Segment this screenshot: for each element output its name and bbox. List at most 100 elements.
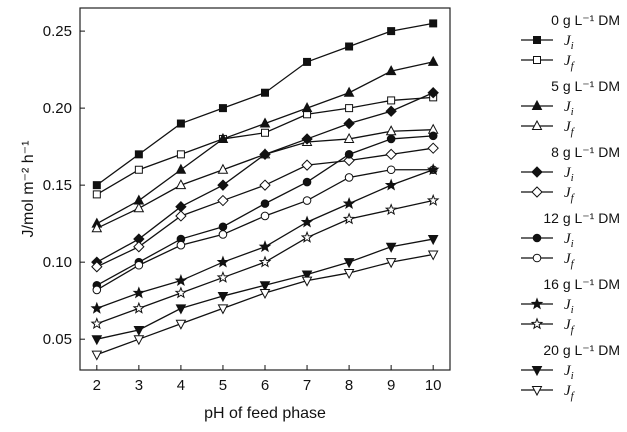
- data-point-2-ji: [175, 163, 187, 174]
- data-point-6-ji: [133, 325, 145, 337]
- x-tick-label: 7: [303, 377, 311, 394]
- data-point-4-ji: [302, 177, 312, 187]
- data-point-3-ji: [301, 133, 313, 145]
- legend-item-3-jf: Jf: [521, 185, 576, 204]
- data-point-4-jf: [176, 240, 186, 250]
- y-tick-label: 0.10: [43, 254, 72, 271]
- data-point-6-ji: [175, 304, 187, 315]
- data-point-5-jf: [90, 317, 104, 330]
- series-group-3-ji: [91, 87, 439, 268]
- data-point-6-ji: [91, 335, 103, 346]
- data-point-4-ji: [218, 222, 228, 232]
- legend-marker: [533, 56, 541, 64]
- legend-series-label: Ji: [564, 231, 574, 250]
- data-point-6-jf: [91, 350, 103, 361]
- data-point-1-jf: [345, 104, 354, 113]
- data-point-3-ji: [343, 117, 355, 130]
- legend-item-4-ji: Ji: [521, 231, 574, 250]
- data-point-5-ji: [132, 286, 146, 299]
- data-point-1-jf: [134, 165, 143, 174]
- data-point-3-ji: [427, 87, 439, 99]
- legend-group-label: 5 g L⁻¹ DM: [551, 78, 620, 94]
- series-group-3-jf: [91, 142, 439, 273]
- series-line-1-ji: [96, 22, 434, 186]
- data-point-6-ji: [343, 258, 355, 269]
- data-point-2-ji: [259, 117, 271, 128]
- legend-series-label: Jf: [564, 53, 576, 72]
- legend-group-label: 20 g L⁻¹ DM: [543, 342, 620, 358]
- x-tick-label: 4: [177, 377, 185, 394]
- legend-item-3-ji: Ji: [521, 165, 574, 184]
- data-point-5-jf: [216, 270, 230, 283]
- legend-series-label: Ji: [564, 33, 574, 52]
- data-point-2-jf: [91, 222, 103, 233]
- data-point-4-jf: [344, 173, 354, 182]
- data-point-6-ji: [217, 292, 229, 303]
- data-point-6-jf: [301, 276, 313, 287]
- data-point-3-jf: [385, 148, 397, 161]
- series-line-6-jf: [96, 253, 434, 356]
- legend-item-4-jf: Jf: [521, 251, 576, 270]
- data-point-2-ji: [343, 86, 355, 97]
- x-tick-label: 6: [261, 377, 269, 394]
- legend-marker: [531, 166, 543, 178]
- x-tick-label: 5: [219, 377, 227, 394]
- legend-marker: [532, 253, 542, 263]
- data-point-2-ji: [385, 65, 397, 76]
- series-group-6-jf: [91, 250, 439, 361]
- legend-group-label: 16 g L⁻¹ DM: [543, 276, 620, 292]
- data-point-3-jf: [217, 194, 229, 207]
- data-point-1-ji: [429, 19, 438, 28]
- data-point-2-ji: [427, 55, 439, 66]
- data-point-1-jf: [261, 128, 269, 137]
- data-point-3-jf: [301, 159, 313, 171]
- data-point-2-ji: [217, 132, 229, 143]
- series-group-5-jf: [90, 193, 440, 330]
- series-layer: [90, 19, 440, 361]
- data-point-6-ji: [259, 281, 271, 292]
- series-group-1-ji: [92, 19, 438, 190]
- data-point-4-ji: [428, 131, 438, 141]
- data-point-5-ji: [258, 240, 272, 253]
- x-tick-label: 8: [345, 377, 353, 394]
- x-axis-title: pH of feed phase: [204, 405, 326, 422]
- data-point-6-jf: [427, 250, 439, 261]
- data-point-1-jf: [92, 190, 101, 199]
- legend-item-6-ji: Ji: [521, 363, 574, 382]
- legend-series-label: Jf: [564, 185, 576, 204]
- data-point-5-ji: [300, 215, 314, 228]
- data-point-4-jf: [134, 260, 144, 270]
- y-tick-label: 0.20: [43, 100, 72, 117]
- legend-marker: [531, 386, 543, 397]
- data-point-2-jf: [133, 202, 145, 213]
- data-point-5-jf: [342, 212, 356, 225]
- data-point-4-jf: [92, 285, 102, 295]
- data-point-6-jf: [217, 304, 229, 315]
- data-point-4-jf: [260, 211, 270, 221]
- legend-item-2-jf: Jf: [521, 119, 576, 138]
- data-point-1-ji: [134, 150, 143, 159]
- legend-marker: [531, 119, 543, 130]
- data-point-6-ji: [385, 242, 397, 253]
- legend-marker: [532, 233, 542, 243]
- data-point-6-jf: [259, 288, 271, 300]
- data-point-2-jf: [217, 163, 229, 174]
- data-point-5-ji: [384, 178, 398, 191]
- legend-item-5-jf: Jf: [521, 317, 576, 336]
- data-point-5-ji: [174, 274, 188, 287]
- data-point-4-ji: [386, 134, 396, 144]
- series-group-6-ji: [91, 235, 439, 346]
- x-axis-ticks: 2 3 4 5 6 7 8 9 10: [93, 365, 442, 394]
- legend-series-label: Jf: [564, 251, 576, 270]
- legend-series-label: Ji: [564, 363, 574, 382]
- x-tick-label: 10: [425, 377, 442, 394]
- data-point-1-jf: [176, 150, 185, 159]
- data-point-4-jf: [218, 230, 228, 239]
